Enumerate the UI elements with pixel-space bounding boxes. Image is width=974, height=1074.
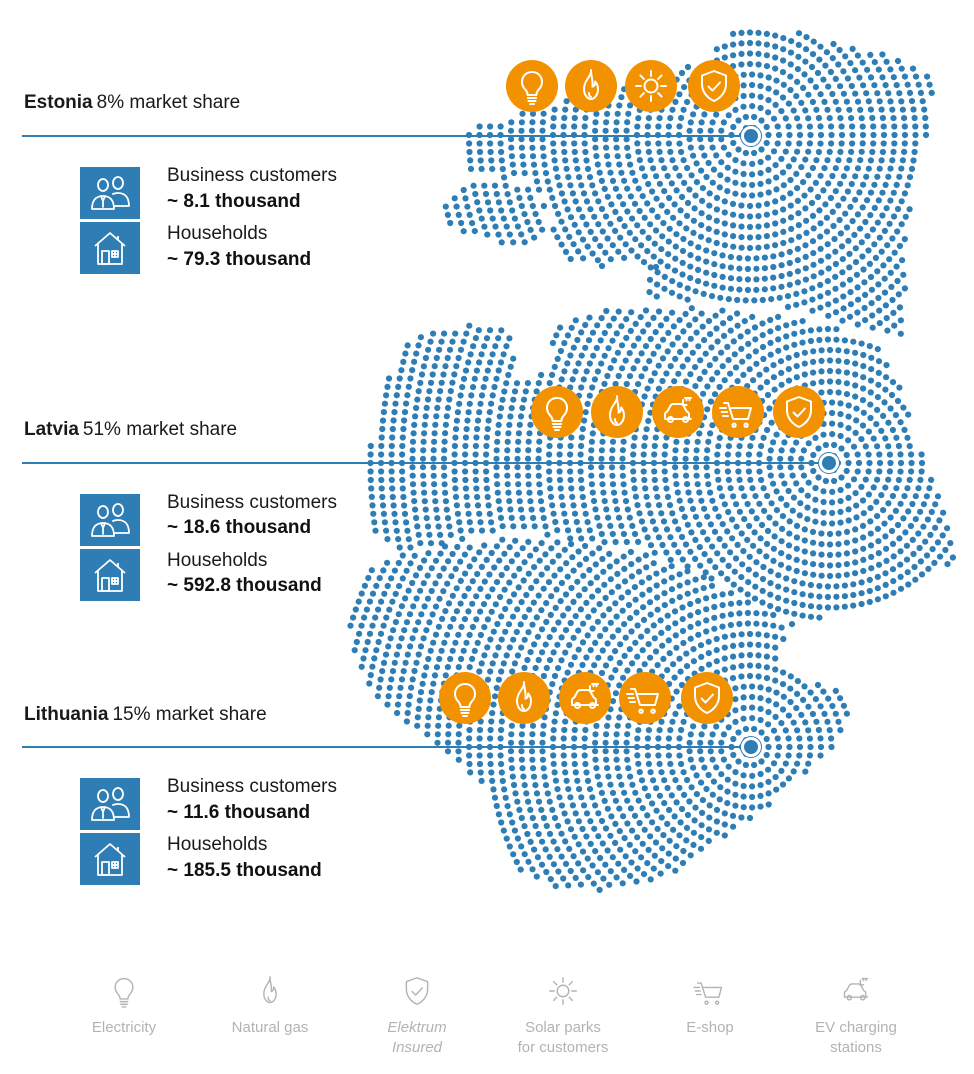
country-heading-estonia: Estonia 8% market share (24, 92, 240, 114)
ev-car-service-bubble (559, 672, 611, 724)
bulb-service-bubble (531, 386, 583, 438)
business-customers-icon (80, 167, 140, 219)
bulb-icon (439, 672, 491, 724)
flame-icon (498, 672, 550, 724)
legend-label: Natural gas (231, 1019, 309, 1036)
flame-icon (195, 968, 345, 1014)
cart-service-bubble (712, 386, 764, 438)
flame-icon (591, 386, 643, 438)
sun-icon (488, 968, 638, 1014)
business-label: Business customers (167, 165, 338, 186)
shield-service-bubble (773, 386, 825, 438)
bulb-service-bubble (439, 672, 491, 724)
bulb-service-bubble (506, 60, 558, 112)
business-value: ~ 11.6 thousand (167, 802, 311, 823)
households-label: Households (167, 550, 268, 571)
legend-e-shop: E-shop (635, 968, 785, 1038)
country-name: Lithuania (24, 704, 109, 725)
bulb-icon (531, 386, 583, 438)
legend-label: EV charging stations (815, 1019, 897, 1056)
house-icon (80, 222, 140, 274)
cart-icon (619, 672, 671, 724)
shield-icon (773, 386, 825, 438)
country-name: Latvia (24, 419, 79, 440)
sun-service-bubble (625, 60, 677, 112)
legend-electricity: Electricity (49, 968, 199, 1038)
shield-service-bubble (681, 672, 733, 724)
business-label: Business customers (167, 492, 338, 513)
market-share: 15% market share (112, 704, 267, 725)
legend-label: Elektrum Insured (387, 1019, 447, 1056)
legend-solar-parks: Solar parks for customers (488, 968, 638, 1058)
location-marker (741, 126, 761, 146)
sun-icon (625, 60, 677, 112)
business-value: ~ 18.6 thousand (167, 517, 312, 538)
divider-line (22, 462, 828, 464)
shield-icon (681, 672, 733, 724)
ev-car-icon (652, 386, 704, 438)
households-label: Households (167, 834, 268, 855)
shield-service-bubble (688, 60, 740, 112)
divider-line (22, 746, 750, 748)
business-customers-icon (80, 494, 140, 546)
legend-elektrum-insured: Elektrum Insured (342, 968, 492, 1058)
households-value: ~ 185.5 thousand (167, 860, 322, 881)
households-label: Households (167, 223, 268, 244)
legend-label: Solar parks for customers (517, 1019, 609, 1056)
house-icon (80, 549, 140, 601)
legend-label: E-shop (686, 1019, 734, 1036)
ev-car-icon (781, 968, 931, 1014)
divider-line (22, 135, 750, 137)
location-marker (819, 453, 839, 473)
flame-service-bubble (591, 386, 643, 438)
business-value: ~ 8.1 thousand (167, 191, 301, 212)
country-heading-lithuania: Lithuania 15% market share (24, 704, 267, 726)
country-heading-latvia: Latvia 51% market share (24, 419, 237, 441)
flame-service-bubble (565, 60, 617, 112)
cart-service-bubble (619, 672, 671, 724)
business-customers-icon (80, 778, 140, 830)
legend-ev-charging: EV charging stations (781, 968, 931, 1058)
market-share: 8% market share (96, 92, 241, 113)
business-label: Business customers (167, 776, 338, 797)
market-share: 51% market share (82, 419, 238, 440)
households-value: ~ 592.8 thousand (167, 575, 322, 596)
ev-car-icon (559, 672, 611, 724)
bulb-icon (506, 60, 558, 112)
legend-natural-gas: Natural gas (195, 968, 345, 1038)
cart-icon (635, 968, 785, 1014)
house-icon (80, 833, 140, 885)
flame-icon (565, 60, 617, 112)
location-marker (741, 737, 761, 757)
shield-icon (688, 60, 740, 112)
households-value: ~ 79.3 thousand (167, 249, 312, 270)
ev-car-service-bubble (652, 386, 704, 438)
legend-label: Electricity (91, 1019, 157, 1036)
bulb-icon (49, 968, 199, 1014)
flame-service-bubble (498, 672, 550, 724)
country-name: Estonia (24, 92, 93, 113)
cart-icon (712, 386, 764, 438)
shield-icon (342, 968, 492, 1014)
